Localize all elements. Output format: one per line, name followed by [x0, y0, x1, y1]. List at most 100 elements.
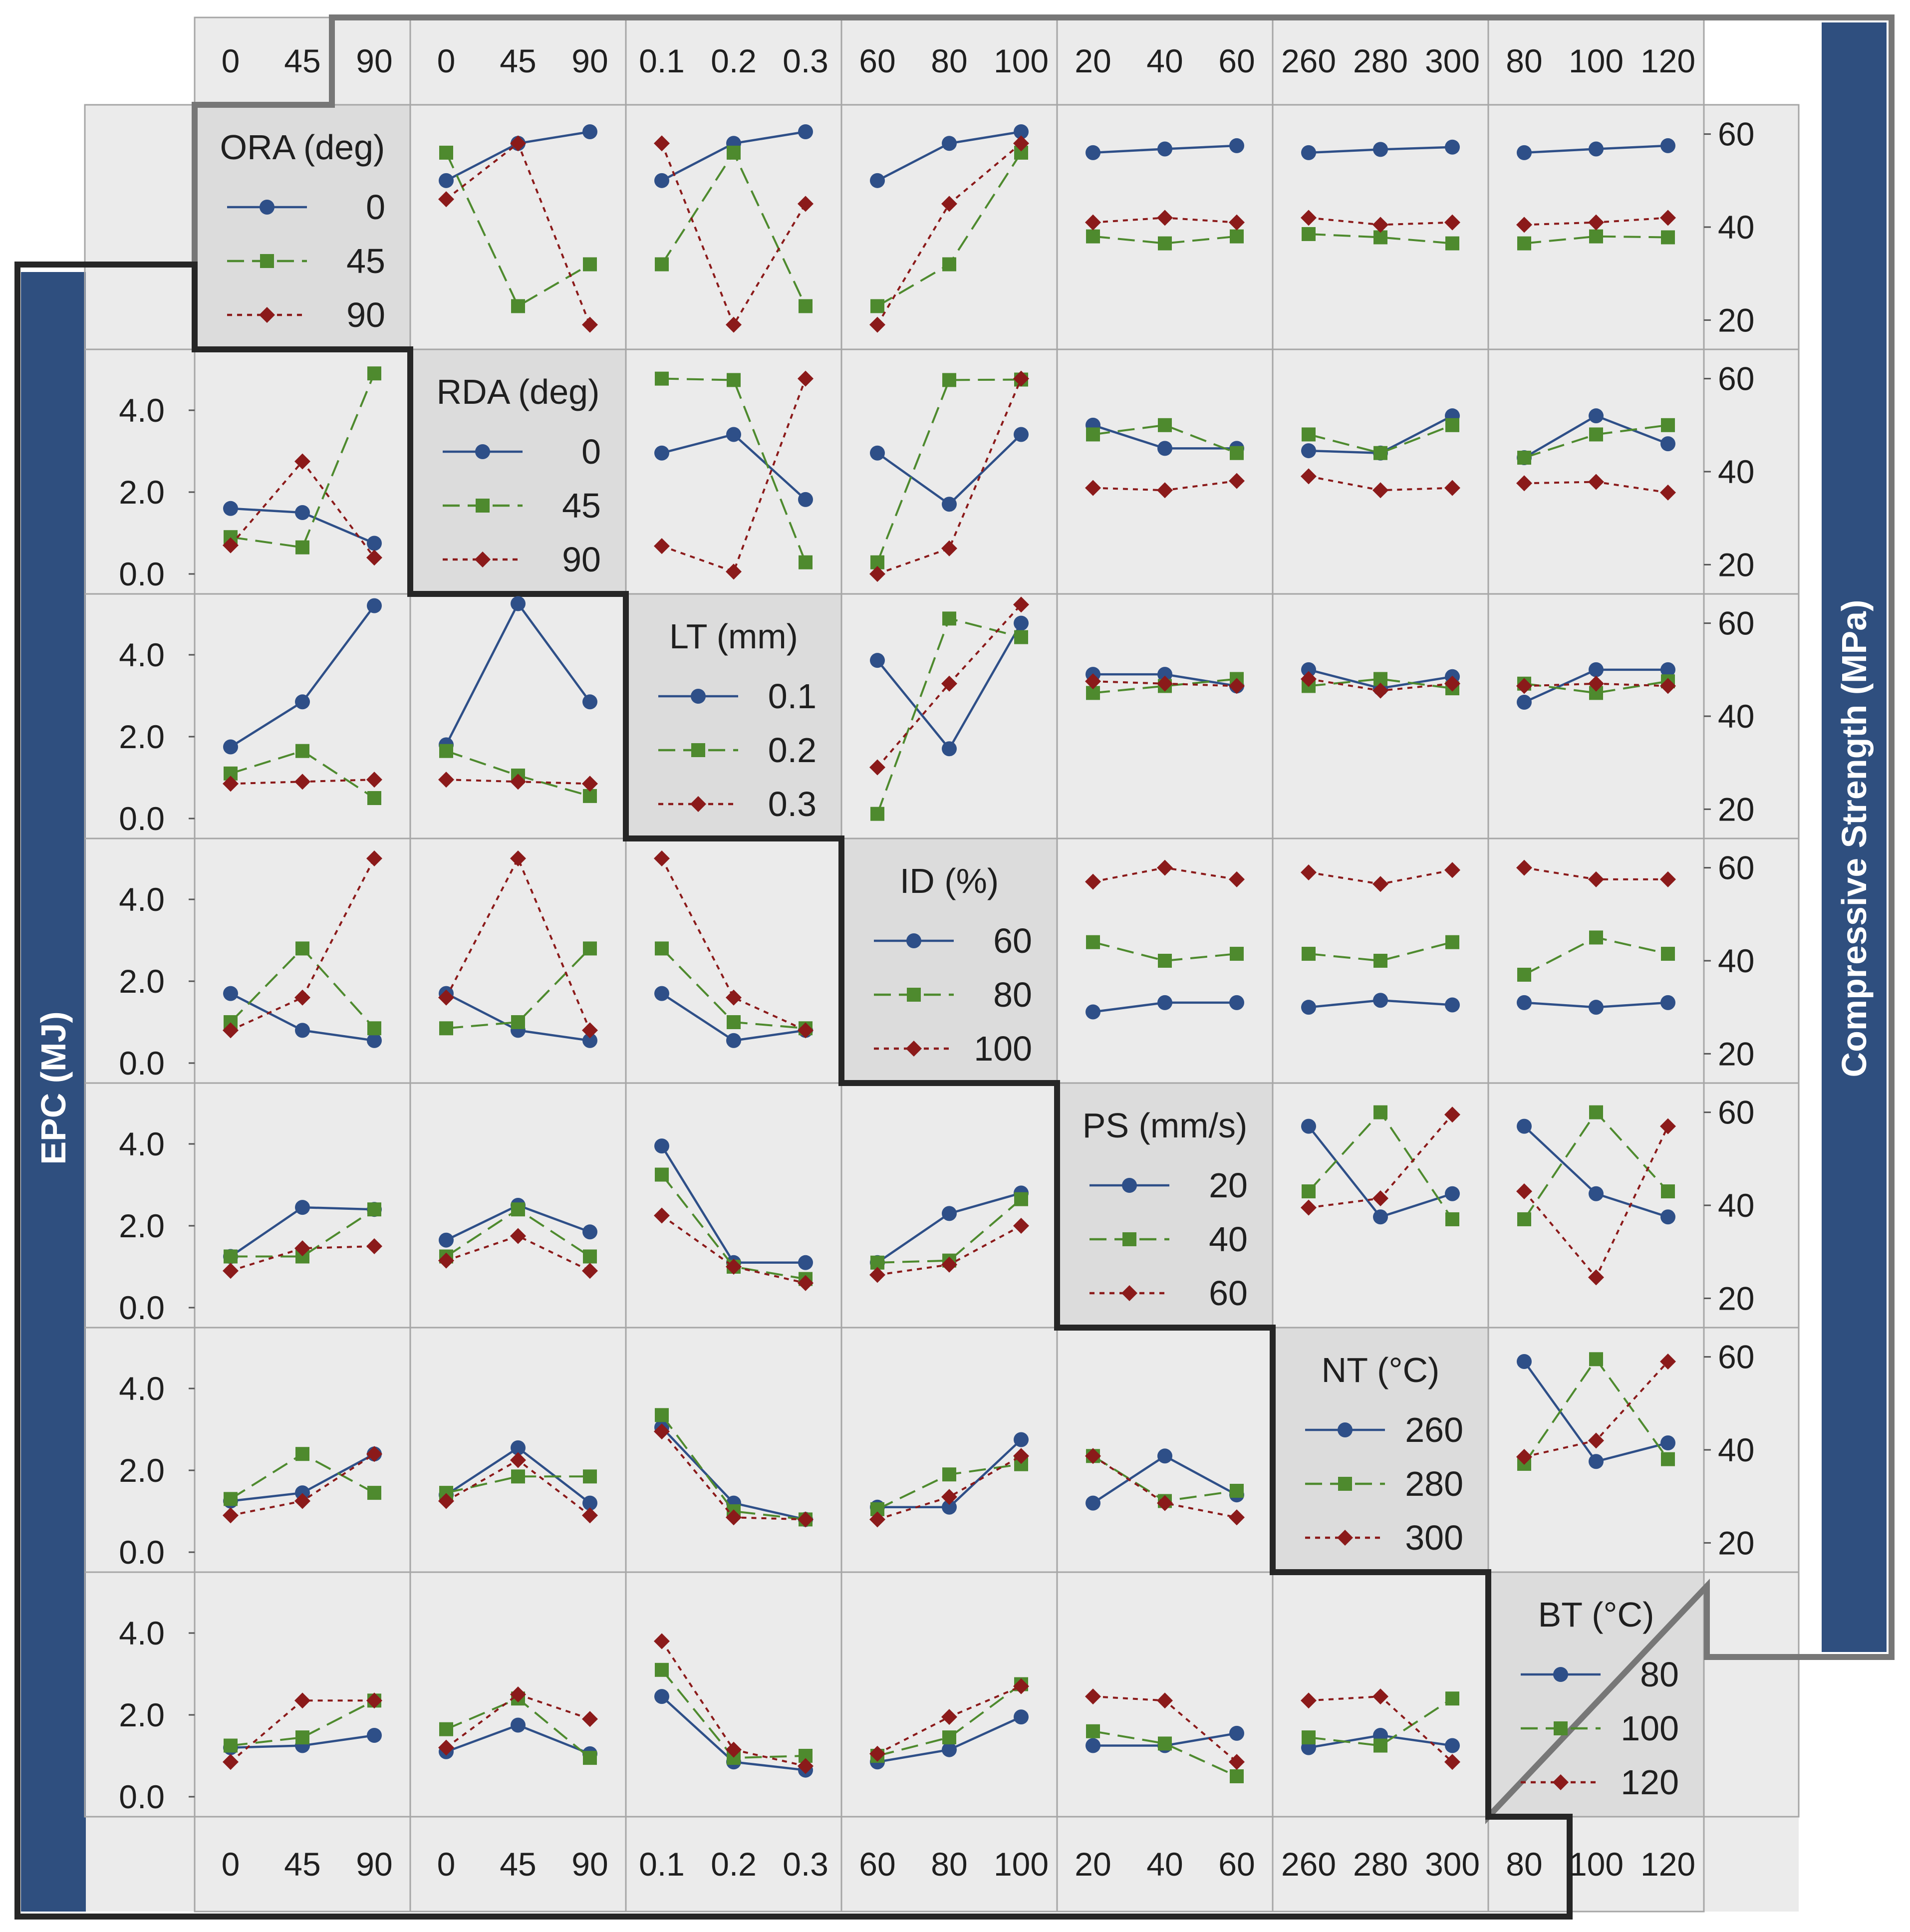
data-point [1589, 427, 1603, 442]
bottom-tick-label: 300 [1425, 1846, 1480, 1883]
data-point [439, 1722, 453, 1736]
data-point [367, 791, 381, 805]
legend-title: LT (mm) [669, 617, 798, 656]
data-point [295, 744, 309, 758]
data-point [1229, 678, 1245, 694]
data-point [1157, 210, 1173, 226]
data-point [1301, 662, 1316, 677]
data-point [1229, 995, 1244, 1010]
data-point [1373, 993, 1388, 1008]
data-point [1230, 229, 1244, 244]
data-point [367, 598, 382, 613]
data-point [1445, 418, 1459, 432]
left-tick-label: 0.0 [119, 1534, 165, 1571]
legend-entry-label: 260 [1405, 1410, 1463, 1449]
legend-title: NT (°C) [1322, 1351, 1440, 1389]
top-tick-label: 0 [222, 42, 240, 79]
data-point [582, 1224, 597, 1240]
bottom-tick-label: 20 [1075, 1846, 1111, 1883]
data-point [654, 173, 669, 188]
grid-cell [1487, 348, 1705, 595]
data-point [1085, 1448, 1101, 1464]
data-point [366, 1446, 382, 1462]
data-point [1373, 1105, 1387, 1119]
data-point [511, 596, 526, 611]
right-tick-label: 60 [1718, 1094, 1754, 1131]
grid-cell [1272, 593, 1489, 839]
data-point [869, 1511, 885, 1528]
data-point [942, 1742, 957, 1757]
data-point [654, 986, 669, 1001]
data-point [438, 1493, 454, 1509]
grid-cell [840, 837, 1058, 1084]
data-point [1157, 141, 1172, 157]
bottom-tick-label: 90 [356, 1846, 392, 1883]
data-point [1229, 138, 1244, 153]
data-point [1301, 1000, 1316, 1015]
data-point [1517, 451, 1531, 465]
data-point [224, 1738, 238, 1753]
data-point [727, 1015, 741, 1029]
top-tick-label: 100 [994, 42, 1049, 79]
data-point [726, 1259, 742, 1275]
data-point [1013, 1448, 1029, 1464]
data-point [1013, 596, 1029, 613]
data-point [438, 989, 454, 1006]
data-point [1338, 1422, 1353, 1437]
left-tick-label: 2.0 [119, 1452, 165, 1489]
data-point [367, 1202, 381, 1217]
top-tick-label: 300 [1425, 42, 1480, 79]
data-point [1660, 871, 1676, 887]
data-point [1157, 667, 1172, 682]
bottom-tick-label: 90 [571, 1846, 608, 1883]
top-tick-label: 20 [1075, 42, 1111, 79]
data-point [1301, 1199, 1317, 1216]
top-tick-label: 60 [1218, 42, 1255, 79]
data-point [1589, 141, 1604, 157]
data-point [295, 1023, 310, 1038]
left-tick-label: 0.0 [119, 800, 165, 837]
data-point [798, 196, 814, 212]
series-line [445, 1693, 590, 1749]
data-point [1588, 675, 1604, 692]
data-point [294, 453, 310, 470]
data-point [1660, 995, 1675, 1010]
data-point [906, 1041, 922, 1057]
data-point [799, 555, 813, 569]
data-point [223, 986, 238, 1001]
data-point [1085, 214, 1101, 231]
data-point [869, 759, 885, 776]
data-point [941, 1256, 957, 1273]
data-point [294, 1493, 310, 1509]
bottom-tick-label: 100 [994, 1846, 1049, 1883]
legend-entry-label: 0.3 [768, 785, 817, 824]
data-point [510, 774, 526, 790]
data-point [438, 772, 454, 788]
right-tick-label: 20 [1718, 546, 1754, 583]
data-point [1516, 1448, 1532, 1465]
data-point [1302, 1730, 1316, 1745]
data-point [1230, 1769, 1244, 1783]
data-point [1302, 1184, 1316, 1199]
top-tick-label: 260 [1281, 42, 1336, 79]
left-tick-label: 4.0 [119, 881, 165, 918]
bottom-tick-label: 80 [1506, 1846, 1542, 1883]
bottom-tick-label: 100 [1569, 1846, 1624, 1883]
data-point [295, 1447, 309, 1461]
bottom-tick-label: 45 [284, 1846, 320, 1883]
data-point [942, 257, 956, 272]
data-point [223, 1263, 239, 1279]
left-tick-label: 2.0 [119, 1696, 165, 1733]
right-tick-label: 60 [1718, 1339, 1754, 1376]
bottom-tick-label: 260 [1281, 1846, 1336, 1883]
data-point [1157, 1692, 1173, 1709]
data-point [1660, 484, 1676, 501]
data-point [1086, 1004, 1100, 1020]
left-tick-label: 2.0 [119, 963, 165, 1000]
data-point [726, 316, 742, 333]
right-tick-label: 40 [1718, 698, 1754, 735]
data-point [1085, 673, 1101, 690]
data-point [691, 743, 705, 757]
data-point [942, 1467, 956, 1482]
data-point [798, 1022, 814, 1039]
